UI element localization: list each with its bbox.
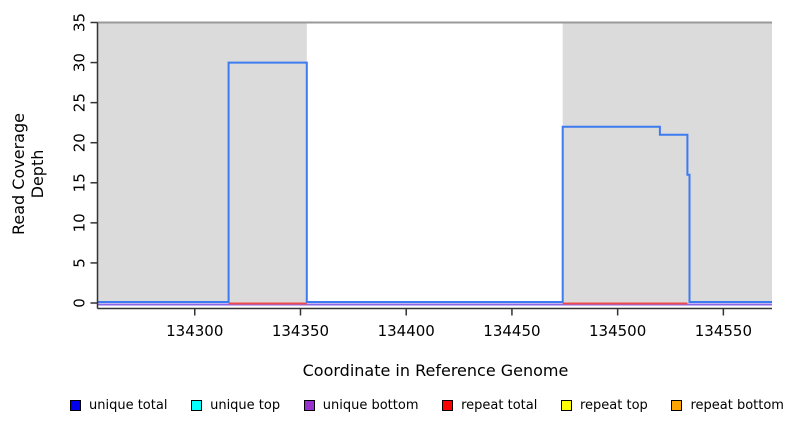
legend-label: repeat top bbox=[580, 398, 648, 413]
legend-swatch-icon bbox=[303, 400, 315, 411]
x-axis-title: Coordinate in Reference Genome bbox=[302, 361, 569, 380]
legend-label: repeat bottom bbox=[690, 398, 784, 413]
y-tick-label: 20 bbox=[71, 133, 89, 152]
y-tick-label: 10 bbox=[71, 213, 89, 232]
y-tick-label: 25 bbox=[71, 93, 89, 112]
unique-total-step-line bbox=[97, 61, 772, 303]
legend-swatch-icon bbox=[561, 400, 572, 411]
x-tick-label: 134400 bbox=[378, 322, 435, 340]
legend-label: unique bottom bbox=[322, 398, 419, 413]
x-tick-label: 134500 bbox=[589, 322, 646, 340]
y-tick-label: 35 bbox=[71, 13, 89, 32]
legend-item: repeat bottom bbox=[671, 398, 784, 413]
y-tick-label: 0 bbox=[71, 298, 89, 308]
legend-label: unique total bbox=[89, 398, 168, 413]
y-axis-title: Read Coverage Depth bbox=[9, 113, 47, 235]
repeat-region-shading bbox=[562, 22, 772, 303]
y-tick-label: 5 bbox=[71, 258, 89, 268]
x-tick-label: 134300 bbox=[166, 322, 223, 340]
repeat-region-shading bbox=[97, 22, 307, 303]
legend: unique total unique top unique bottom repea… bbox=[70, 398, 784, 413]
y-tick-label: 15 bbox=[71, 173, 89, 192]
x-tick-label: 134350 bbox=[272, 322, 329, 340]
legend-swatch-icon bbox=[191, 400, 203, 411]
y-tick-label: 30 bbox=[71, 53, 89, 72]
legend-label: repeat total bbox=[461, 398, 538, 413]
legend-swatch-icon bbox=[671, 400, 683, 411]
legend-item: unique bottom bbox=[303, 398, 419, 413]
legend-item: unique total bbox=[70, 398, 167, 413]
legend-swatch-icon bbox=[442, 400, 454, 411]
x-tick-label: 134550 bbox=[695, 322, 752, 340]
legend-item: repeat total bbox=[442, 398, 537, 413]
legend-swatch-icon bbox=[70, 400, 81, 411]
x-tick-label: 134450 bbox=[483, 322, 540, 340]
legend-item: unique top bbox=[191, 398, 280, 413]
legend-item: repeat top bbox=[561, 398, 648, 413]
legend-label: unique top bbox=[210, 398, 281, 413]
